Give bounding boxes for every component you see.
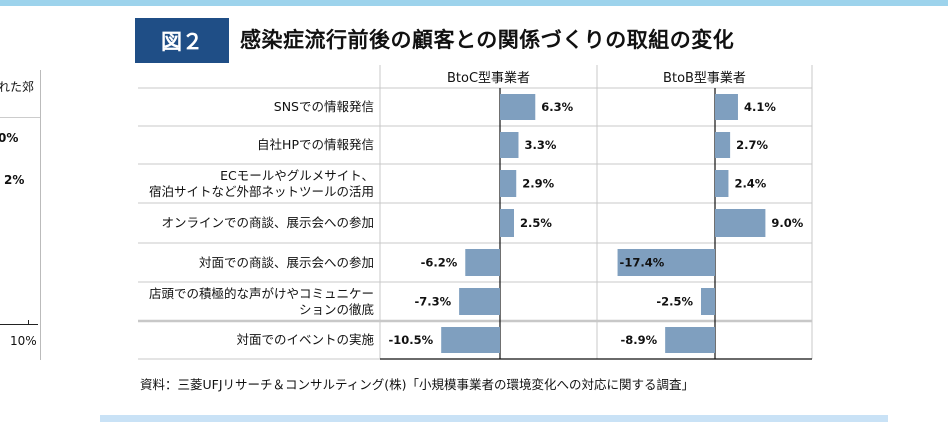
bar bbox=[715, 209, 766, 237]
category-label: 店頭での積極的な声がけやコミュニケー ションの徹底 bbox=[148, 285, 374, 317]
bar bbox=[715, 132, 731, 158]
bar bbox=[459, 288, 500, 315]
fragment-value: 0% bbox=[0, 131, 19, 145]
data-label: 2.5% bbox=[520, 216, 552, 230]
category-label: 対面での商談、展示会への参加 bbox=[198, 254, 374, 270]
left-fragment: れた郊 0% 2% 10% bbox=[0, 0, 42, 360]
data-label: 4.1% bbox=[744, 100, 776, 114]
series-header-btoc: BtoC型事業者 bbox=[446, 71, 531, 86]
bar bbox=[701, 288, 715, 315]
data-label: 6.3% bbox=[541, 100, 573, 114]
data-label: -10.5% bbox=[389, 333, 434, 347]
category-label: 自社HPでの情報発信 bbox=[257, 137, 374, 152]
data-label: 9.0% bbox=[771, 216, 803, 230]
data-label: 2.9% bbox=[522, 177, 554, 191]
bar bbox=[665, 327, 715, 353]
series-header-btob: BtoB型事業者 bbox=[663, 71, 746, 86]
category-label: 対面でのイベントの実施 bbox=[236, 332, 374, 347]
bar bbox=[465, 249, 500, 276]
data-label: 2.4% bbox=[734, 177, 766, 191]
bar bbox=[500, 209, 514, 237]
data-label: 3.3% bbox=[524, 138, 556, 152]
data-label: -2.5% bbox=[656, 295, 693, 309]
source-note: 資料：三菱UFJリサーチ＆コンサルティング(株)「小規模事業者の環境変化への対応… bbox=[140, 377, 695, 392]
figure-label: 図２ bbox=[135, 18, 229, 63]
data-label: -6.2% bbox=[421, 256, 458, 270]
fragment-value: 2% bbox=[4, 173, 25, 187]
data-label: 2.7% bbox=[736, 138, 768, 152]
bar bbox=[617, 249, 715, 276]
chart-title: 感染症流行前後の顧客との関係づくりの取組の変化 bbox=[240, 28, 735, 52]
category-label: オンラインでの商談、展示会への参加 bbox=[161, 215, 374, 230]
top-band bbox=[0, 0, 948, 6]
fragment-text: れた郊 bbox=[0, 80, 35, 94]
fragment-axis-tick: 10% bbox=[10, 334, 37, 348]
data-label: -17.4% bbox=[620, 256, 665, 270]
bar bbox=[500, 170, 517, 197]
bar bbox=[441, 327, 500, 353]
category-label: SNSでの情報発信 bbox=[273, 99, 374, 114]
data-label: -7.3% bbox=[414, 295, 451, 309]
data-label: -8.9% bbox=[620, 333, 657, 347]
bottom-band bbox=[100, 415, 888, 422]
bar bbox=[715, 94, 738, 120]
bar bbox=[715, 170, 729, 197]
bar bbox=[500, 132, 519, 158]
bar bbox=[500, 94, 536, 120]
category-label: ECモールやグルメサイト、 宿泊サイトなど外部ネットツールの活用 bbox=[148, 167, 374, 199]
